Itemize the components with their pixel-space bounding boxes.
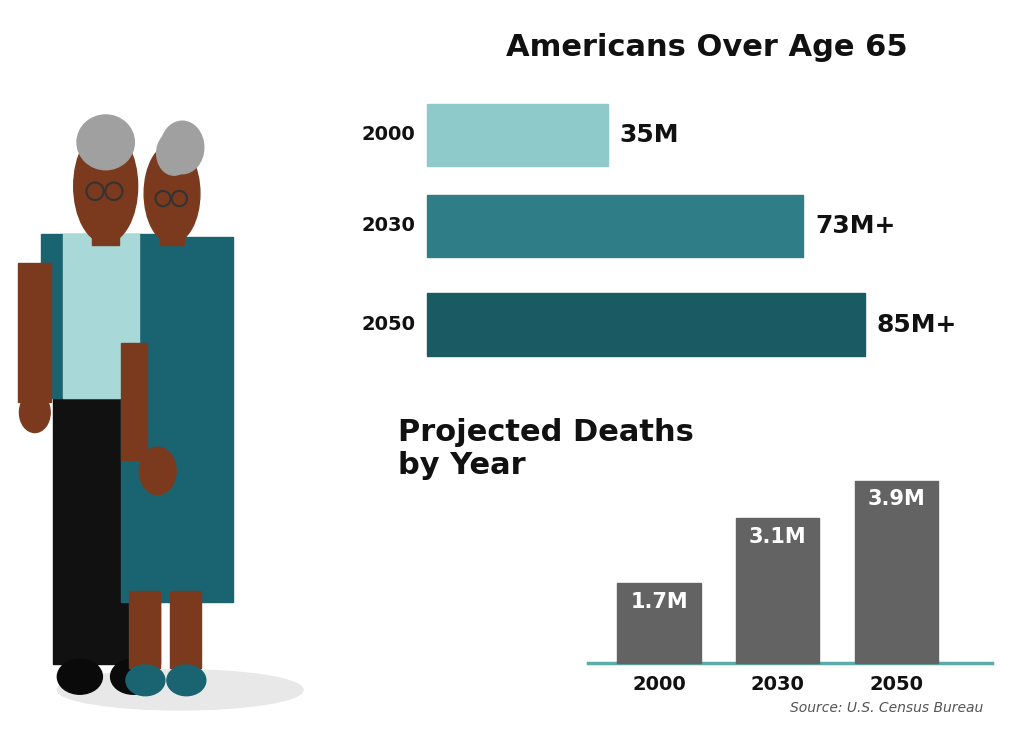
FancyBboxPatch shape [160, 210, 183, 245]
FancyBboxPatch shape [427, 195, 803, 257]
FancyBboxPatch shape [427, 104, 607, 166]
Ellipse shape [57, 670, 303, 710]
Text: Projected Deaths
by Year: Projected Deaths by Year [397, 418, 693, 480]
FancyBboxPatch shape [129, 591, 160, 668]
Ellipse shape [19, 393, 50, 432]
Circle shape [74, 129, 137, 243]
FancyBboxPatch shape [150, 252, 176, 350]
FancyBboxPatch shape [855, 480, 938, 663]
Ellipse shape [57, 659, 102, 694]
FancyBboxPatch shape [53, 387, 160, 664]
Ellipse shape [77, 115, 134, 169]
FancyBboxPatch shape [121, 343, 147, 460]
Text: 3.1M: 3.1M [749, 527, 807, 547]
FancyBboxPatch shape [427, 293, 865, 356]
Text: Americans Over Age 65: Americans Over Age 65 [506, 34, 907, 62]
FancyBboxPatch shape [736, 518, 819, 663]
Circle shape [144, 144, 200, 243]
FancyBboxPatch shape [41, 234, 164, 398]
Text: 1.7M: 1.7M [630, 592, 688, 612]
Text: 73M+: 73M+ [815, 214, 895, 238]
Text: 2000: 2000 [632, 675, 686, 693]
Text: 2030: 2030 [361, 216, 416, 236]
Ellipse shape [157, 131, 191, 175]
FancyBboxPatch shape [18, 263, 51, 402]
Text: 2030: 2030 [751, 675, 805, 693]
Text: 85M+: 85M+ [877, 312, 957, 337]
FancyBboxPatch shape [170, 591, 201, 668]
FancyBboxPatch shape [121, 237, 233, 602]
FancyBboxPatch shape [92, 204, 119, 245]
Text: 2000: 2000 [361, 126, 416, 145]
Ellipse shape [161, 121, 204, 174]
Text: 35M: 35M [620, 123, 679, 147]
Text: 3.9M: 3.9M [867, 489, 926, 510]
Ellipse shape [139, 447, 176, 495]
Text: Source: U.S. Census Bureau: Source: U.S. Census Bureau [790, 702, 983, 715]
FancyBboxPatch shape [617, 583, 700, 663]
Text: 2050: 2050 [869, 675, 924, 693]
FancyBboxPatch shape [63, 234, 139, 398]
Ellipse shape [111, 659, 156, 694]
Ellipse shape [167, 665, 206, 696]
Ellipse shape [126, 665, 165, 696]
Text: 2050: 2050 [361, 315, 416, 334]
